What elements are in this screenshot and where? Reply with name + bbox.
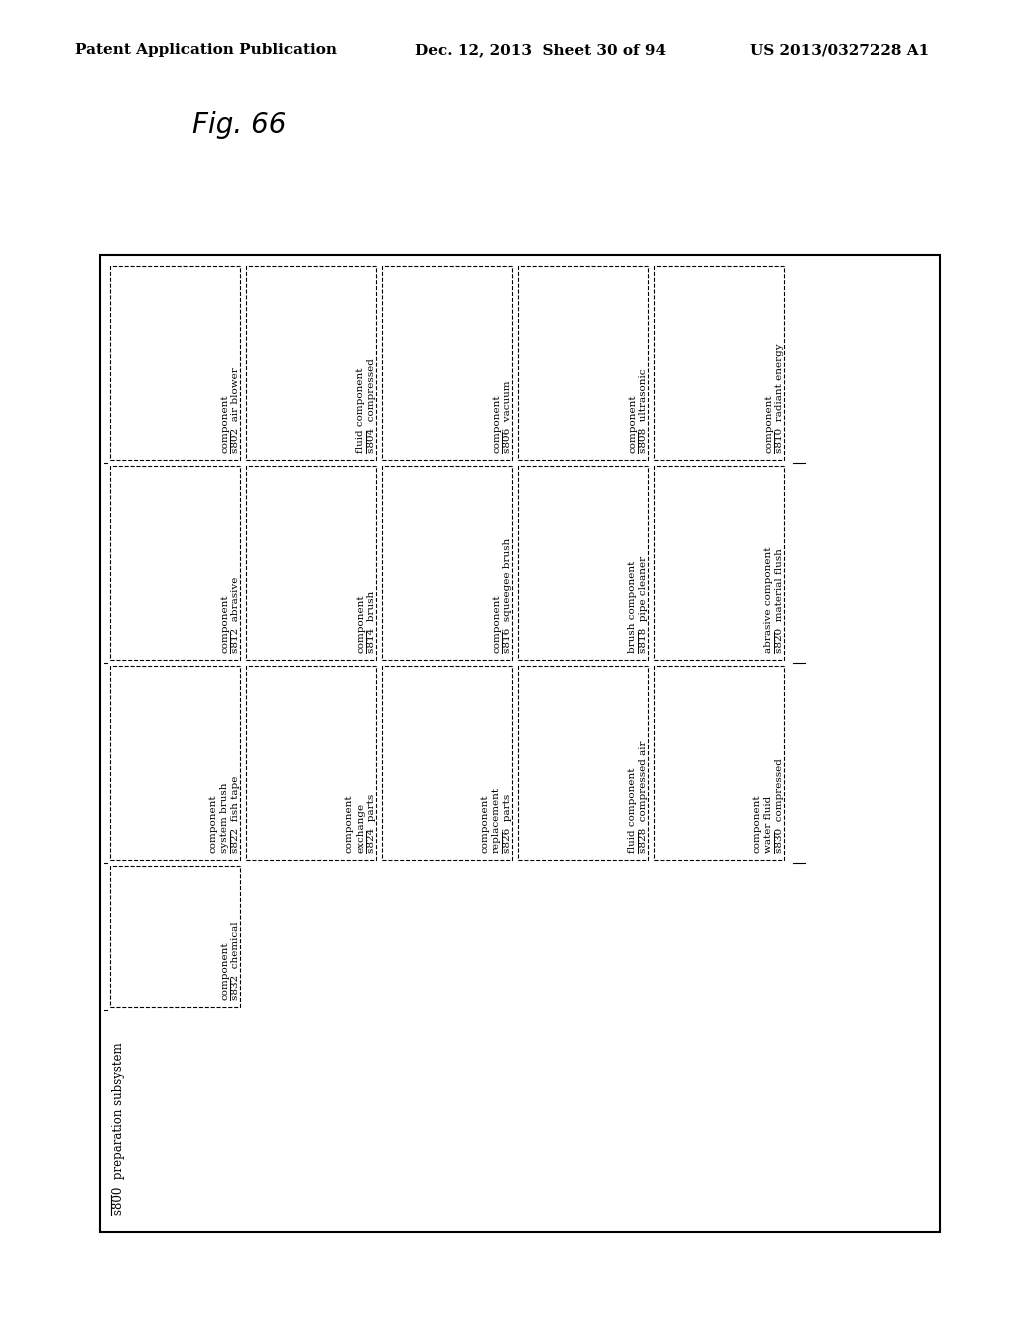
Text: s810  radiant energy: s810 radiant energy xyxy=(775,343,784,453)
Text: exchange: exchange xyxy=(356,803,365,853)
Bar xyxy=(518,466,648,660)
Text: s808  ultrasonic: s808 ultrasonic xyxy=(639,368,648,453)
Text: s814  brush: s814 brush xyxy=(367,591,376,653)
Text: s812  abrasive: s812 abrasive xyxy=(231,577,240,653)
Text: component: component xyxy=(492,395,501,453)
Text: component: component xyxy=(628,395,637,453)
Text: component: component xyxy=(481,795,490,853)
Bar xyxy=(100,255,940,1232)
Bar xyxy=(246,667,376,861)
Text: US 2013/0327228 A1: US 2013/0327228 A1 xyxy=(750,44,929,57)
Bar xyxy=(654,267,784,459)
Text: water fluid: water fluid xyxy=(764,796,773,853)
Text: s830  compressed: s830 compressed xyxy=(775,758,784,853)
Text: s832  chemical: s832 chemical xyxy=(231,921,240,1001)
Bar xyxy=(246,267,376,459)
Text: s824  parts: s824 parts xyxy=(367,793,376,853)
Text: s826  parts: s826 parts xyxy=(503,793,512,853)
Bar xyxy=(382,267,512,459)
Bar xyxy=(518,267,648,459)
Text: fluid component: fluid component xyxy=(356,367,365,453)
Bar xyxy=(382,466,512,660)
Bar xyxy=(518,667,648,861)
Text: abrasive component: abrasive component xyxy=(764,546,773,653)
Bar xyxy=(110,267,240,459)
Text: component: component xyxy=(356,594,365,653)
Text: component: component xyxy=(209,795,218,853)
Text: Fig. 66: Fig. 66 xyxy=(193,111,287,139)
Text: s816  squeegee brush: s816 squeegee brush xyxy=(503,537,512,653)
Bar xyxy=(110,667,240,861)
Bar xyxy=(382,667,512,861)
Bar xyxy=(246,466,376,660)
Text: brush component: brush component xyxy=(628,561,637,653)
Text: component: component xyxy=(220,395,229,453)
Bar xyxy=(110,866,240,1007)
Bar xyxy=(654,667,784,861)
Text: component: component xyxy=(492,594,501,653)
Text: component: component xyxy=(220,594,229,653)
Text: s822  fish tape: s822 fish tape xyxy=(231,776,240,853)
Text: component: component xyxy=(764,395,773,453)
Bar xyxy=(110,466,240,660)
Text: Patent Application Publication: Patent Application Publication xyxy=(75,44,337,57)
Text: fluid component: fluid component xyxy=(628,767,637,853)
Text: s818  pipe cleaner: s818 pipe cleaner xyxy=(639,556,648,653)
Text: s828  compressed air: s828 compressed air xyxy=(639,741,648,853)
Text: component: component xyxy=(753,795,762,853)
Text: component: component xyxy=(220,941,229,1001)
Text: s820  material flush: s820 material flush xyxy=(775,548,784,653)
Text: s800  preparation subsystem: s800 preparation subsystem xyxy=(112,1043,125,1214)
Text: component: component xyxy=(345,795,354,853)
Text: s802  air blower: s802 air blower xyxy=(231,367,240,453)
Text: system brush: system brush xyxy=(220,783,229,853)
Text: s804  compressed: s804 compressed xyxy=(367,358,376,453)
Text: Dec. 12, 2013  Sheet 30 of 94: Dec. 12, 2013 Sheet 30 of 94 xyxy=(415,44,667,57)
Text: s806  vacuum: s806 vacuum xyxy=(503,380,512,453)
Text: replacement: replacement xyxy=(492,787,501,853)
Bar xyxy=(654,466,784,660)
